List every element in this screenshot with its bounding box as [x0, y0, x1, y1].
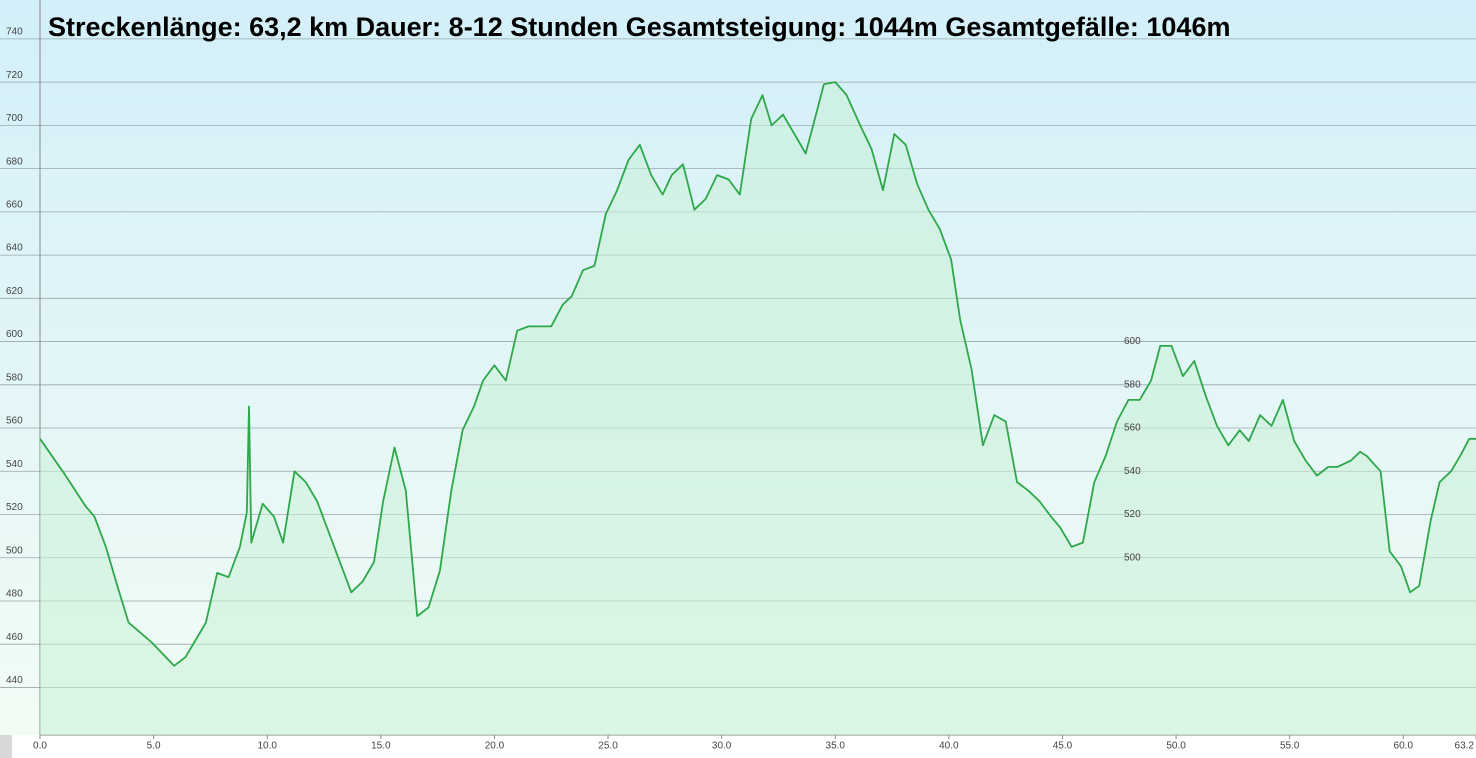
scroll-stub	[0, 735, 12, 758]
y-tick-label: 460	[6, 632, 23, 643]
y-tick-label: 520	[6, 502, 23, 513]
y-tick-label: 700	[6, 113, 23, 124]
x-tick-label: 10.0	[257, 741, 277, 752]
y-tick-label: 440	[6, 675, 23, 686]
y-tick-label: 580	[6, 372, 23, 383]
y2-tick-label: 540	[1124, 466, 1141, 477]
x-tick-label: 50.0	[1166, 741, 1186, 752]
labels: 440 460 480 500 520 540 560 580 600 620 640 660 680 7…	[6, 27, 1474, 752]
y2-tick-label: 580	[1124, 379, 1141, 390]
y-tick-label: 540	[6, 459, 23, 470]
x-tick-label: 20.0	[485, 741, 505, 752]
x-tick-label: 15.0	[371, 741, 391, 752]
y2-tick-label: 520	[1124, 509, 1141, 520]
marks	[39, 81, 1476, 736]
x-tick-label: 60.0	[1394, 741, 1414, 752]
y-tick-label: 480	[6, 589, 23, 600]
y-tick-label: 640	[6, 243, 23, 254]
y-tick-label: 720	[6, 70, 23, 81]
y2-tick-label: 500	[1124, 552, 1141, 563]
y-tick-label: 680	[6, 156, 23, 167]
elevation-line	[39, 81, 1476, 667]
y-tick-label: 740	[6, 27, 23, 38]
x-tick-label: 25.0	[598, 741, 618, 752]
y-tick-label: 500	[6, 545, 23, 556]
y-tick-label: 560	[6, 416, 23, 427]
x-tick-label: 35.0	[826, 741, 846, 752]
x-tick-label: 5.0	[147, 741, 161, 752]
y-tick-label: 600	[6, 329, 23, 340]
y-tick-label: 660	[6, 199, 23, 210]
x-tick-label: 45.0	[1053, 741, 1073, 752]
elevation-area	[40, 82, 1476, 736]
y2-tick-label: 600	[1124, 336, 1141, 347]
y2-tick-label: 560	[1124, 423, 1141, 434]
x-tick-label: 55.0	[1280, 741, 1300, 752]
x-tick-label: 40.0	[939, 741, 959, 752]
x-tick-label: 0.0	[33, 741, 47, 752]
chart-title: Streckenlänge: 63,2 km Dauer: 8-12 Stund…	[48, 12, 1230, 42]
y-tick-label: 620	[6, 286, 23, 297]
x-tick-label: 30.0	[712, 741, 732, 752]
x-tick-label: 63.2	[1455, 741, 1475, 752]
